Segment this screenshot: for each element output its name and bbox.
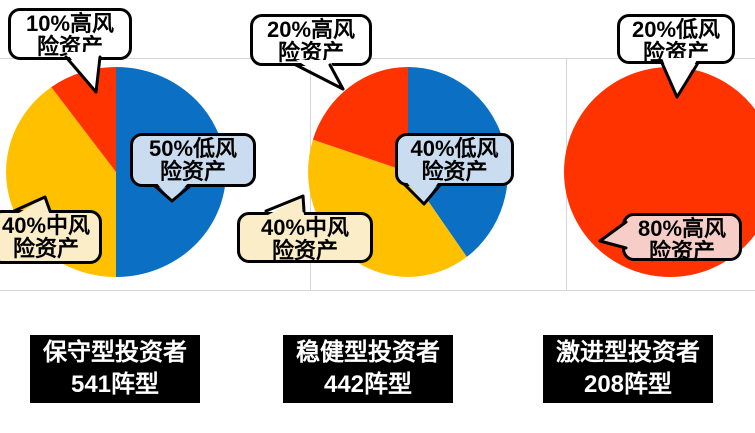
callout-line: 20%低风 bbox=[631, 17, 721, 42]
callout-line: 50%低风 bbox=[148, 136, 238, 161]
footer-label-aggressive: 激进型投资者 208阵型 bbox=[543, 335, 713, 403]
callout-low-risk-20pct: 20%低风 险资产 bbox=[617, 14, 735, 64]
grid-line-divider-2 bbox=[566, 58, 567, 290]
footer-line-formation: 541阵型 bbox=[70, 371, 160, 398]
callout-high-risk-10pct: 10%高风 险资产 bbox=[8, 8, 132, 60]
callout-line: 险资产 bbox=[648, 239, 715, 264]
callout-high-risk-20pct: 20%高风 险资产 bbox=[250, 14, 372, 66]
footer-line-investor-type: 稳健型投资者 bbox=[296, 339, 440, 366]
callout-line: 40%中风 bbox=[260, 215, 350, 240]
callout-line: 10%高风 bbox=[25, 11, 115, 36]
callout-line: 险资产 bbox=[277, 40, 344, 65]
callout-line: 40%中风 bbox=[1, 213, 91, 238]
callout-line: 险资产 bbox=[271, 238, 338, 263]
callout-mid-risk-40pct: 40%中风 险资产 bbox=[237, 212, 373, 263]
callout-line: 险资产 bbox=[642, 40, 709, 65]
callout-line: 80%高风 bbox=[637, 216, 727, 241]
callout-low-risk-40pct: 40%低风 险资产 bbox=[395, 133, 514, 186]
footer-label-conservative: 保守型投资者 541阵型 bbox=[30, 335, 200, 403]
callout-line: 20%高风 bbox=[266, 17, 356, 42]
grid-line-top bbox=[0, 58, 755, 59]
footer-label-balanced: 稳健型投资者 442阵型 bbox=[283, 335, 453, 403]
callout-line: 险资产 bbox=[421, 159, 488, 184]
callout-low-risk-50pct: 50%低风 险资产 bbox=[130, 133, 256, 187]
callout-high-risk-80pct: 80%高风 险资产 bbox=[622, 213, 742, 264]
callout-mid-risk-40pct: 40%中风 险资产 bbox=[0, 210, 102, 264]
footer-line-formation: 442阵型 bbox=[323, 371, 413, 398]
footer-line-investor-type: 保守型投资者 bbox=[43, 339, 187, 366]
callout-line: 40%低风 bbox=[410, 136, 499, 161]
footer-line-formation: 208阵型 bbox=[583, 371, 673, 398]
callout-line: 险资产 bbox=[36, 34, 103, 59]
callout-line: 险资产 bbox=[12, 236, 79, 261]
footer-line-investor-type: 激进型投资者 bbox=[556, 339, 700, 366]
grid-line-bottom bbox=[0, 290, 755, 291]
callout-line: 险资产 bbox=[159, 159, 226, 184]
